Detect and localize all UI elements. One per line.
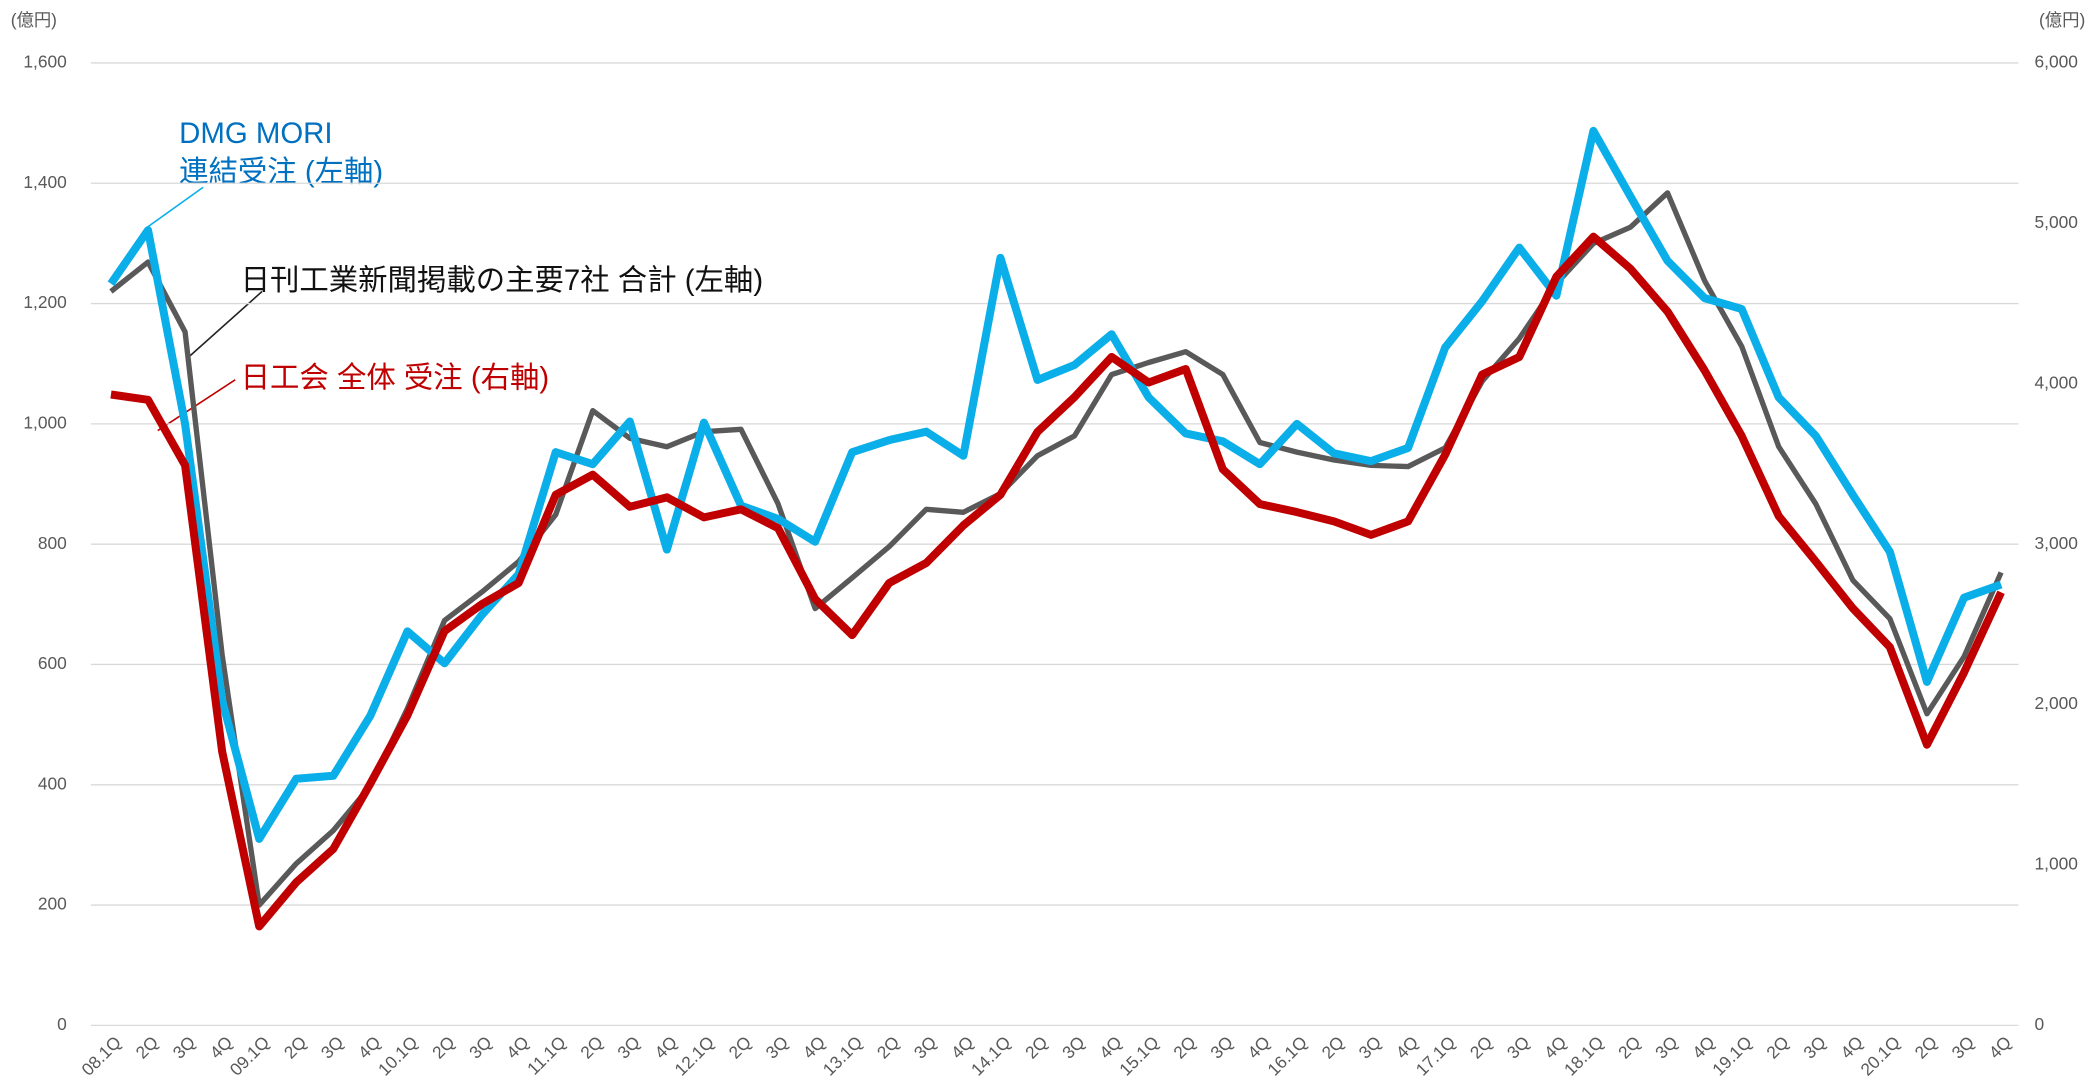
y-tick-label: 0 [57, 1014, 67, 1034]
series-line [107, 126, 2003, 843]
y-tick-label: 400 [38, 773, 67, 793]
y2-tick-label: 3,000 [2035, 533, 2078, 553]
y-axis-label: (億円) [11, 10, 57, 30]
y2-tick-label: 2,000 [2035, 693, 2078, 713]
x-tick-label: 09.1Q [226, 1032, 274, 1080]
x-tick-label: 2Q [725, 1032, 756, 1063]
x-tick-label: 3Q [169, 1032, 200, 1063]
leader-line [157, 379, 236, 432]
x-tick-label: 3Q [1948, 1032, 1979, 1063]
x-tick-label: 2Q [576, 1032, 607, 1063]
series-line [110, 232, 2005, 931]
x-tick-label: 3Q [1058, 1032, 1089, 1063]
x-tick-label: 3Q [910, 1032, 941, 1063]
x-tick-label: 12.1Q [670, 1032, 718, 1080]
x-tick-label: 3Q [1651, 1032, 1682, 1063]
x-tick-label: 2Q [1169, 1032, 1200, 1063]
x-tick-label: 3Q [613, 1032, 644, 1063]
annotation: 日刊工業新聞掲載の主要7社 合計 (左軸) [241, 264, 764, 297]
y-tick-label: 1,400 [23, 172, 66, 192]
x-tick-label: 2Q [873, 1032, 904, 1063]
x-tick-label: 2Q [1762, 1032, 1793, 1063]
x-tick-label: 17.1Q [1412, 1032, 1460, 1080]
x-tick-label: 2Q [1318, 1032, 1349, 1063]
x-tick-label: 2Q [1021, 1032, 1052, 1063]
y-tick-label: 1,200 [23, 292, 66, 312]
x-tick-label: 20.1Q [1856, 1032, 1904, 1080]
x-tick-label: 3Q [1206, 1032, 1237, 1063]
y-tick-label: 1,600 [23, 52, 66, 72]
x-tick-label: 2Q [428, 1032, 459, 1063]
x-tick-label: 4Q [1985, 1032, 2016, 1063]
annotation: DMG MORI [179, 117, 332, 150]
x-tick-label: 2Q [1911, 1032, 1942, 1063]
y2-axis-label: (億円) [2039, 10, 2085, 30]
y2-tick-label: 5,000 [2035, 212, 2078, 232]
y2-tick-label: 1,000 [2035, 854, 2078, 874]
annotation: 日工会 全体 受注 (右軸) [241, 362, 550, 395]
x-tick-label: 3Q [1799, 1032, 1830, 1063]
x-tick-label: 15.1Q [1115, 1032, 1163, 1080]
x-tick-label: 14.1Q [967, 1032, 1015, 1080]
x-tick-label: 18.1Q [1560, 1032, 1608, 1080]
y-tick-label: 1,000 [23, 412, 66, 432]
x-tick-label: 2Q [280, 1032, 311, 1063]
x-tick-label: 3Q [465, 1032, 496, 1063]
leader-line [146, 186, 204, 229]
x-tick-label: 11.1Q [523, 1032, 570, 1079]
x-tick-label: 08.1Q [77, 1032, 125, 1080]
x-tick-label: 10.1Q [374, 1032, 422, 1080]
x-tick-label: 2Q [1614, 1032, 1645, 1063]
x-tick-label: 13.1Q [819, 1032, 867, 1080]
y2-tick-label: 6,000 [2035, 52, 2078, 72]
leader-line [186, 290, 263, 359]
x-tick-label: 3Q [317, 1032, 348, 1063]
y-tick-label: 600 [38, 653, 67, 673]
y2-tick-label: 0 [2035, 1014, 2045, 1034]
x-tick-label: 3Q [762, 1032, 793, 1063]
x-tick-label: 2Q [1466, 1032, 1497, 1063]
x-tick-label: 3Q [1355, 1032, 1386, 1063]
x-tick-label: 16.1Q [1263, 1032, 1311, 1080]
y-tick-label: 200 [38, 894, 67, 914]
x-tick-label: 19.1Q [1708, 1032, 1756, 1080]
x-tick-label: 2Q [132, 1032, 163, 1063]
x-tick-label: 3Q [1503, 1032, 1534, 1063]
y-tick-label: 800 [38, 533, 67, 553]
y2-tick-label: 4,000 [2035, 372, 2078, 392]
